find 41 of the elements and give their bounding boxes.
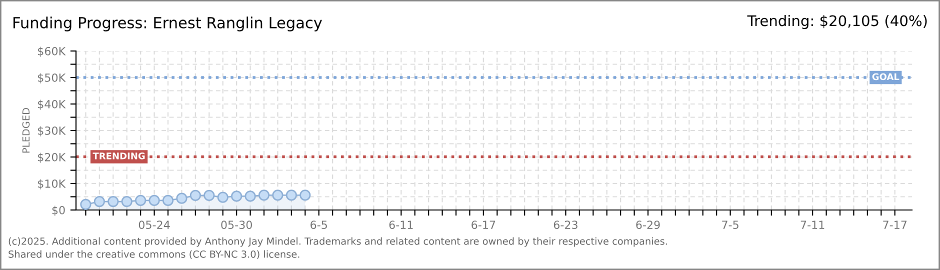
- x-tick-label: 6-11: [389, 220, 413, 230]
- point: [108, 196, 119, 208]
- y-tick-label: $10K: [38, 179, 66, 190]
- text: (c)2025. Additional content provided by Anthony Jay Mindel. Trademarks and related content are owned by their respective companies.: [8, 237, 667, 247]
- point: [94, 196, 105, 208]
- x-tick-label: 05-24: [138, 220, 170, 230]
- x-tick-label: 6-23: [554, 220, 578, 230]
- point: [300, 190, 311, 201]
- point: [176, 192, 188, 204]
- text: Shared under the creative commons (CC BY-NC 3.0) license.: [8, 250, 300, 259]
- point: [244, 190, 256, 202]
- x-tick-label: 6-5: [310, 220, 327, 230]
- y-tick-label: $50K: [38, 73, 66, 84]
- ref-line-label: TRENDING: [92, 152, 145, 160]
- y-tick-label: $40K: [38, 100, 66, 110]
- point: [231, 190, 242, 202]
- point: [80, 198, 92, 210]
- x-tick-label: 6-29: [636, 220, 660, 230]
- ref-line-label: GOAL: [872, 73, 900, 80]
- point: [121, 196, 132, 208]
- y-tick-label: $30K: [38, 126, 66, 136]
- point: [135, 194, 146, 206]
- y-axis-title: PLEDGED: [22, 108, 30, 153]
- y-tick-label: $60K: [38, 46, 66, 57]
- y-tick-label: $20K: [38, 152, 66, 163]
- chart-title: Funding Progress: Ernest Ranglin Legacy: [14, 16, 322, 32]
- point: [286, 190, 297, 201]
- point: [258, 190, 270, 201]
- x-tick-label: 7-11: [800, 220, 824, 229]
- point: [162, 194, 174, 206]
- chart-subtitle: Trending: $20,105 (40%): [747, 14, 927, 30]
- y-tick-label: $0: [52, 206, 65, 216]
- point: [204, 190, 215, 201]
- point: [217, 192, 228, 203]
- x-tick-label: 6-17: [472, 220, 496, 230]
- x-tick-label: 7-17: [883, 220, 907, 229]
- point: [190, 190, 201, 201]
- x-tick-label: 7-5: [722, 220, 738, 230]
- point: [272, 190, 284, 201]
- x-tick-label: 05-30: [221, 220, 252, 230]
- point: [148, 194, 160, 206]
